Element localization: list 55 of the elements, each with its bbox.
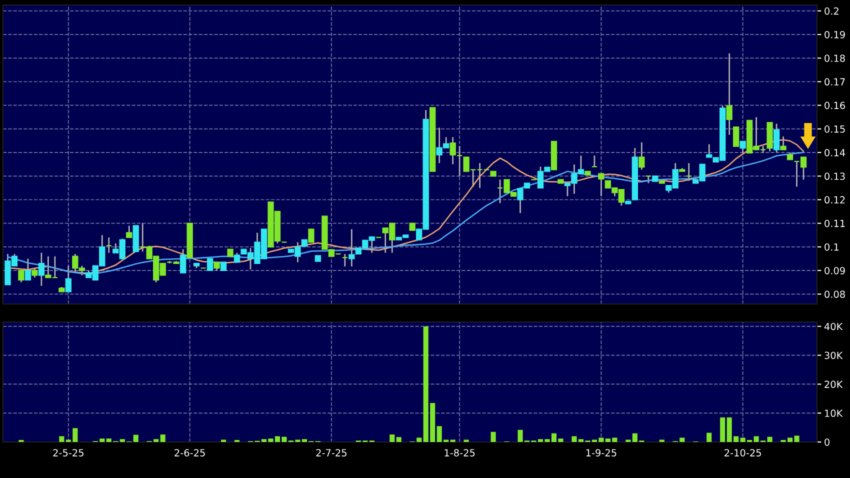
- y-tick-label: 0.2: [824, 7, 838, 15]
- candlestick: [24, 258, 32, 281]
- candlestick: [18, 270, 24, 283]
- x-tick-label: 2-7-25: [316, 449, 346, 456]
- candlestick: [206, 258, 214, 272]
- bar: [720, 417, 726, 442]
- candlestick: [234, 252, 240, 263]
- y-tick-label: 0.19: [824, 30, 845, 38]
- y-tick-label: 40K: [824, 322, 843, 330]
- y-tick-label: 0.16: [824, 102, 845, 110]
- bar: [767, 436, 772, 442]
- candlestick: [740, 140, 746, 154]
- bar: [390, 434, 395, 442]
- y-tick-label: 0.13: [824, 172, 845, 180]
- candlestick: [732, 126, 740, 147]
- y-tick-label: 20K: [824, 380, 843, 388]
- candlestick: [180, 248, 186, 274]
- bar: [706, 432, 712, 442]
- y-tick-label: 0.08: [824, 290, 845, 298]
- y-tick-label: 0.15: [824, 125, 845, 133]
- bar: [160, 434, 166, 442]
- y-tick-label: 0.09: [824, 266, 845, 274]
- candlestick: [726, 52, 732, 136]
- x-tick-label: 2-6-25: [174, 449, 205, 456]
- y-tick-label: 0.17: [824, 78, 845, 86]
- y-tick-label: 0.18: [824, 54, 845, 62]
- bar: [396, 437, 402, 442]
- candlestick: [32, 267, 38, 278]
- candlestick: [773, 123, 780, 154]
- candlestick: [598, 173, 604, 197]
- x-tick-label: 1-8-25: [444, 449, 475, 456]
- candlestick: [308, 228, 314, 243]
- candlestick: [106, 236, 112, 254]
- bar: [59, 436, 64, 442]
- candlestick: [686, 162, 692, 182]
- y-tick-label: 0: [824, 438, 830, 446]
- x-tick-label: 1-9-25: [586, 449, 616, 456]
- candlestick: [126, 224, 132, 238]
- y-tick-label: 10K: [825, 410, 843, 417]
- x-tick-label: 2-10-25: [724, 449, 761, 456]
- y-tick-label: 0.1: [824, 243, 839, 251]
- bar: [490, 432, 496, 442]
- candlestick: [780, 136, 786, 150]
- candlestick: [65, 265, 72, 292]
- candlestick: [342, 253, 348, 268]
- candlestick: [38, 252, 45, 287]
- candlestick: [591, 154, 598, 168]
- bar: [133, 434, 138, 442]
- bar: [572, 436, 577, 442]
- y-tick-label: 30K: [824, 352, 843, 360]
- y-tick-label: 0.14: [824, 148, 846, 156]
- x-tick-label: 2-5-25: [53, 449, 84, 456]
- y-tick-label: 0.12: [824, 196, 845, 204]
- candlestick: [638, 142, 645, 170]
- y-tick-label: 0.11: [824, 220, 845, 228]
